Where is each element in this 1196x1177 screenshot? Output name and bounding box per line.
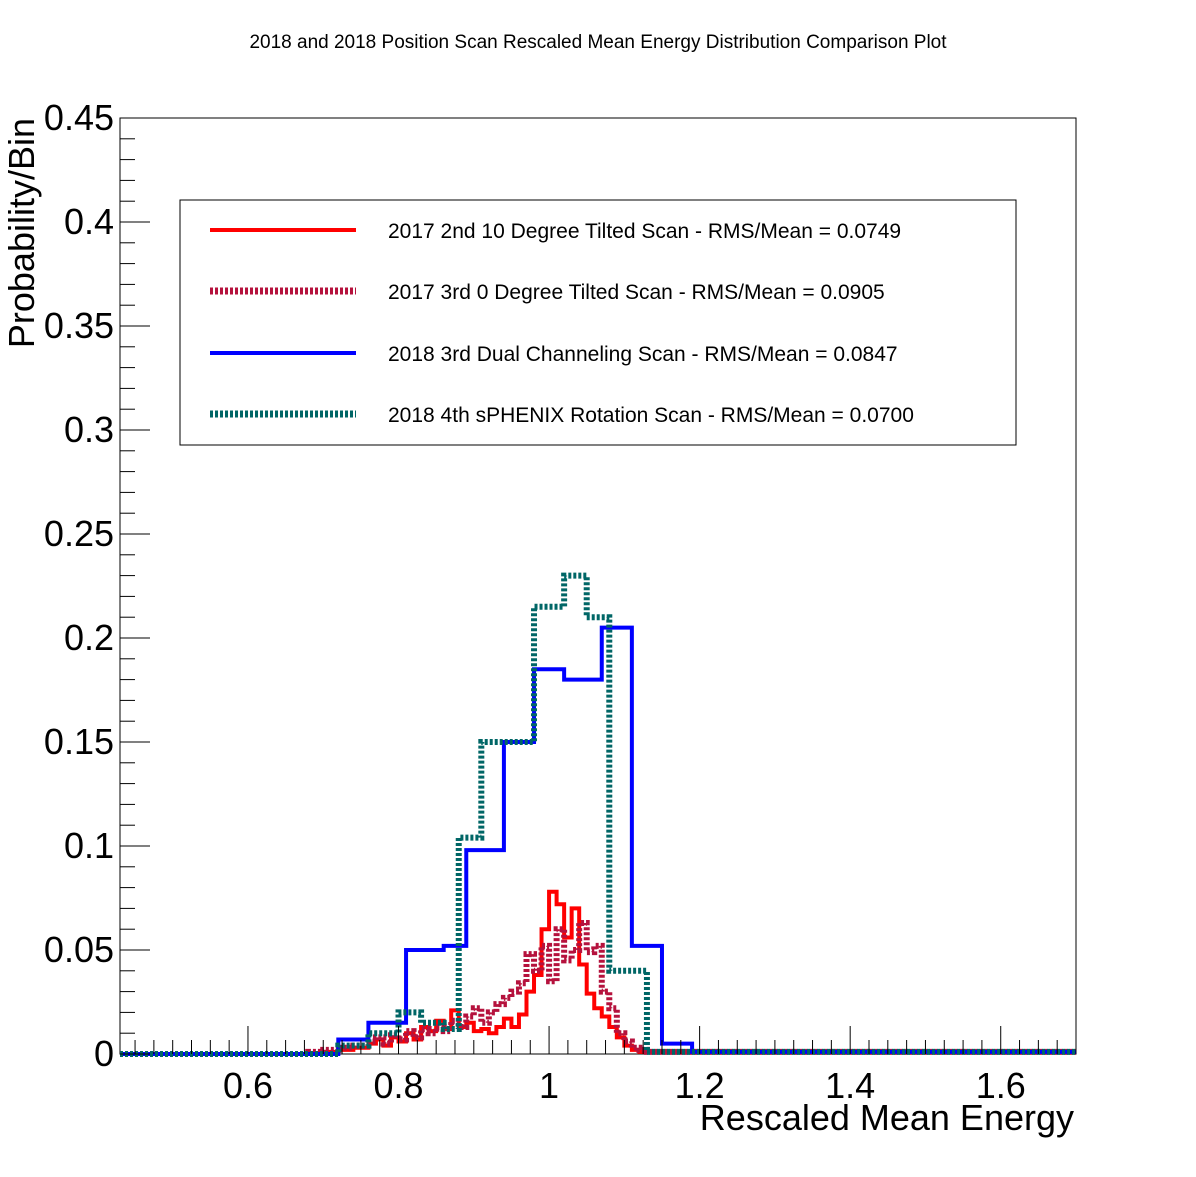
x-tick-label: 1.2 xyxy=(675,1065,725,1106)
y-tick-label: 0.35 xyxy=(44,305,114,346)
series-line-2 xyxy=(120,919,1076,1057)
y-tick-label: 0.3 xyxy=(64,409,114,450)
y-axis-label: Probability/Bin xyxy=(1,118,42,348)
plot-frame xyxy=(119,117,1077,1055)
y-tick-label: 0.2 xyxy=(64,617,114,658)
legend-label-2: 2017 3rd 0 Degree Tilted Scan - RMS/Mean… xyxy=(388,281,885,304)
y-tick-label: 0.4 xyxy=(64,201,114,242)
x-tick-label: 0.8 xyxy=(373,1065,423,1106)
y-tick-label: 0.45 xyxy=(44,97,114,138)
legend-box xyxy=(179,199,1017,446)
plot-area xyxy=(119,117,1077,1055)
x-tick-label: 0.6 xyxy=(223,1065,273,1106)
y-tick-label: 0.25 xyxy=(44,513,114,554)
y-tick-label: 0.15 xyxy=(44,721,114,762)
series-line-3 xyxy=(120,625,1076,1056)
y-tick-label: 0.1 xyxy=(64,825,114,866)
x-tick-label: 1.6 xyxy=(976,1065,1026,1106)
series-layer xyxy=(120,572,1076,1057)
y-tick-label: 0.05 xyxy=(44,929,114,970)
x-axis-label: Rescaled Mean Energy xyxy=(700,1097,1074,1138)
x-tick-label: 1.4 xyxy=(825,1065,875,1106)
legend-label-3: 2018 3rd Dual Channeling Scan - RMS/Mean… xyxy=(388,343,898,366)
x-tick-label: 1 xyxy=(539,1065,559,1106)
axes-layer: 0 0.05 0.1 0.15 0.2 0.25 0.3 0.35 0.4 0.45 0.6 0.8 1… xyxy=(44,97,1077,1106)
chart-title: 2018 and 2018 Position Scan Rescaled Mea… xyxy=(249,32,947,53)
legend-label-1: 2017 2nd 10 Degree Tilted Scan - RMS/Mea… xyxy=(388,220,901,243)
y-tick-label: 0 xyxy=(94,1033,114,1074)
legend-label-4: 2018 4th sPHENIX Rotation Scan - RMS/Mea… xyxy=(388,404,914,427)
legend: 2017 2nd 10 Degree Tilted Scan - RMS/Mea… xyxy=(179,199,1017,446)
